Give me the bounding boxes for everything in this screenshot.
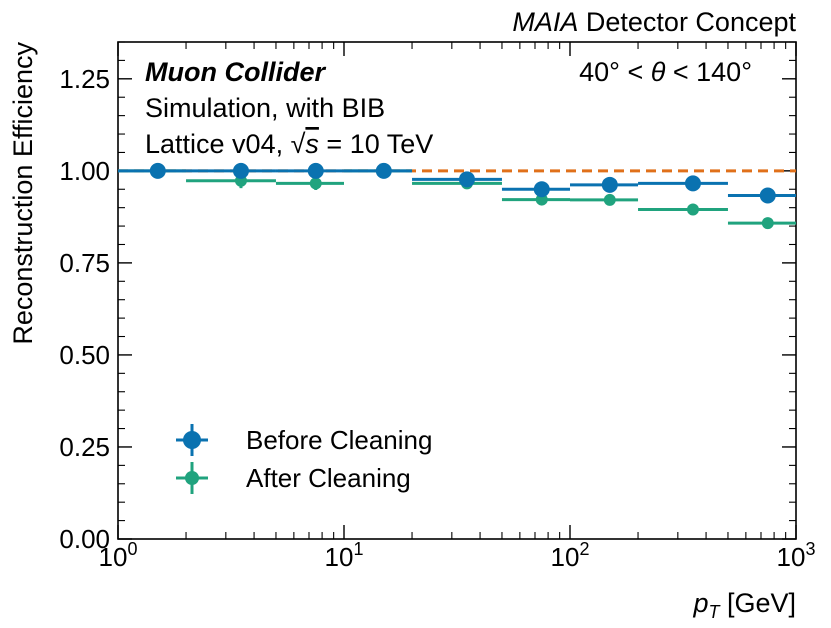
x-axis-title: pT [GeV] xyxy=(692,588,796,622)
x-tick-label: 102 xyxy=(551,539,590,572)
energy-suffix: = 10 TeV xyxy=(319,129,433,159)
data-point xyxy=(309,177,322,190)
series-before-cleaning xyxy=(118,162,796,204)
x-tick-base: 10 xyxy=(99,542,128,572)
theta-right: < 140° xyxy=(665,57,752,87)
x-tick-exponent: 0 xyxy=(127,539,137,559)
x-tick-base: 10 xyxy=(325,542,354,572)
y-tick-label: 1.25 xyxy=(59,64,110,94)
data-point xyxy=(307,162,324,179)
series-layer xyxy=(118,162,796,230)
legend-after-label: After Cleaning xyxy=(246,463,411,493)
x-axis-symbol: p xyxy=(692,588,708,618)
data-point xyxy=(603,193,616,206)
data-point xyxy=(458,171,475,188)
header-italic: MAIA xyxy=(512,7,578,37)
data-point xyxy=(601,176,618,193)
legend: Before Cleaning After Cleaning xyxy=(176,424,432,494)
axis-ticks xyxy=(117,41,797,540)
y-axis-title: Reconstruction Efficiency xyxy=(8,42,38,345)
x-tick-exponent: 2 xyxy=(579,539,589,559)
y-tick-label: 0.75 xyxy=(59,248,110,278)
x-tick-exponent: 3 xyxy=(805,539,815,559)
data-point xyxy=(149,162,166,179)
data-point xyxy=(686,203,699,216)
data-point xyxy=(232,162,249,179)
data-point xyxy=(759,187,776,204)
theta-symbol: θ xyxy=(651,57,666,87)
legend-before-marker xyxy=(176,424,208,456)
legend-after-marker xyxy=(176,462,208,494)
y-tick-label: 0.00 xyxy=(59,524,110,554)
x-tick-base: 10 xyxy=(551,542,580,572)
x-axis-unit: [GeV] xyxy=(719,588,796,618)
series-after-cleaning xyxy=(118,164,796,230)
y-tick-label: 1.00 xyxy=(59,156,110,186)
experiment-label: Muon Collider xyxy=(145,57,326,87)
x-tick-exponent: 1 xyxy=(353,539,363,559)
header-right: MAIA Detector Concept xyxy=(512,7,796,37)
legend-marker-dot xyxy=(185,471,199,485)
simulation-label: Simulation, with BIB xyxy=(145,93,385,123)
sqrt-symbol: √ xyxy=(291,129,306,159)
plot-frame xyxy=(117,41,797,540)
theta-range-label: 40° < θ < 140° xyxy=(579,57,752,87)
lattice-label: Lattice v04, √s = 10 TeV xyxy=(145,129,433,159)
x-tick-label: 103 xyxy=(777,539,816,572)
sqrt-s: s xyxy=(305,129,319,159)
header-rest: Detector Concept xyxy=(578,7,796,37)
lattice-prefix: Lattice v04, xyxy=(145,129,291,159)
legend-marker-dot xyxy=(183,431,201,449)
legend-before-label: Before Cleaning xyxy=(246,425,432,455)
theta-left: 40° < xyxy=(579,57,651,87)
data-point xyxy=(375,162,392,179)
x-tick-label: 101 xyxy=(325,539,364,572)
y-tick-label: 0.50 xyxy=(59,340,110,370)
data-point xyxy=(761,217,774,230)
data-point xyxy=(533,181,550,198)
x-tick-label: 100 xyxy=(99,539,138,572)
data-point xyxy=(684,175,701,192)
x-tick-base: 10 xyxy=(777,542,806,572)
x-axis-subscript: T xyxy=(708,602,721,622)
y-tick-label: 0.25 xyxy=(59,432,110,462)
